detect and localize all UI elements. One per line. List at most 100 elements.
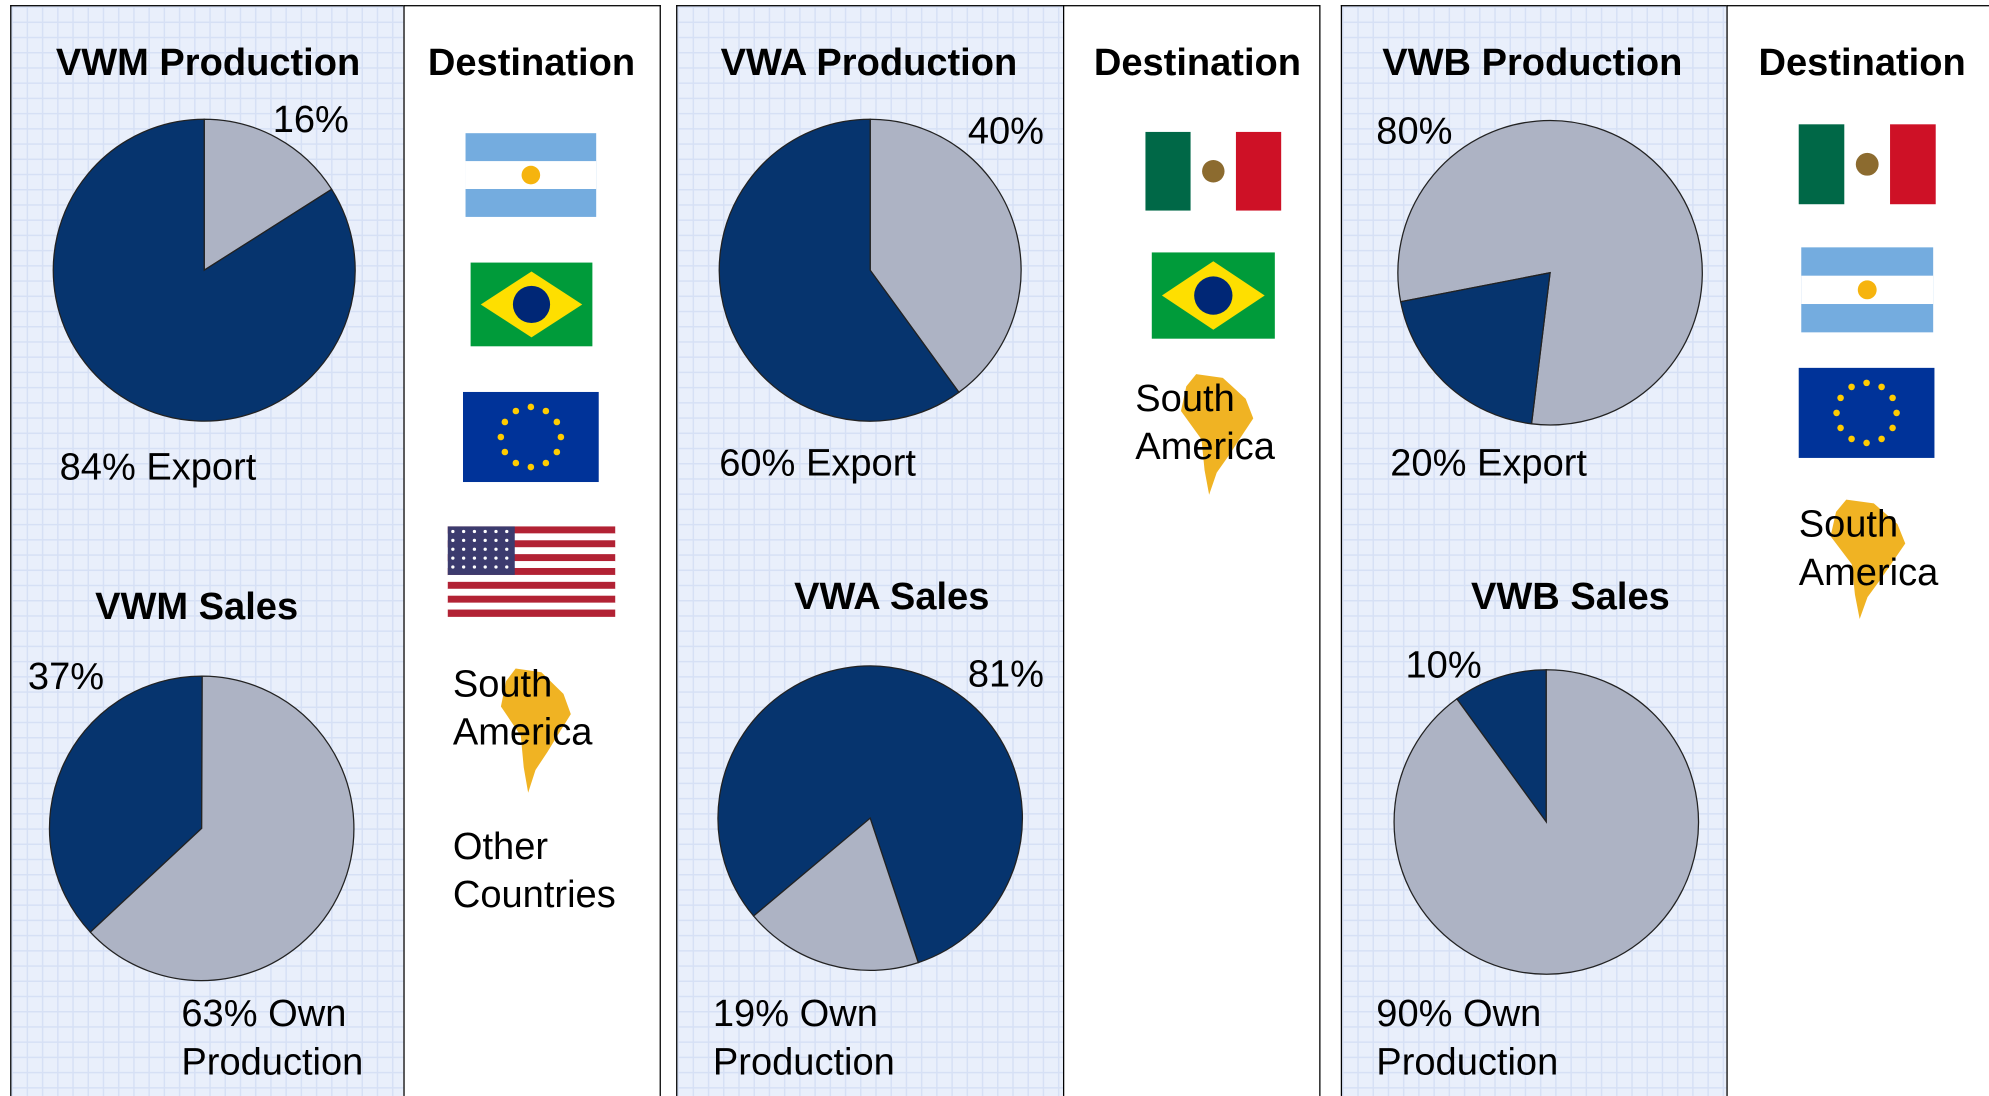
- value-label: 80%: [1376, 110, 1453, 153]
- value-label: 81%: [967, 653, 1045, 696]
- flag: [447, 602, 616, 610]
- flag: [557, 433, 565, 441]
- destination-label: South America: [452, 663, 593, 754]
- destination-title: Destination: [1093, 41, 1302, 84]
- flag: [447, 547, 616, 555]
- flag: [1837, 394, 1844, 402]
- value-label: 19% Own Production: [712, 993, 895, 1084]
- flag: [461, 547, 466, 551]
- flag: [1893, 409, 1900, 417]
- pie-slice: [1399, 271, 1551, 425]
- flag: [1863, 439, 1870, 447]
- flag: [542, 459, 550, 467]
- flag: [494, 547, 498, 551]
- flag: [494, 529, 498, 534]
- flag: [483, 547, 487, 551]
- south-america-map: [1180, 374, 1254, 495]
- flag: [461, 556, 466, 560]
- destination-title: Destination: [427, 41, 636, 84]
- pie-slice: [1455, 669, 1547, 824]
- flag: [505, 556, 509, 560]
- flag: [447, 554, 616, 562]
- flag: [447, 567, 616, 576]
- value-label: 90% Own Production: [1376, 993, 1559, 1084]
- flag: [1837, 424, 1844, 432]
- pie-slice: [718, 118, 960, 422]
- flag: [447, 540, 616, 548]
- pie-slice: [717, 665, 1023, 964]
- flag: [447, 574, 616, 583]
- flag: [1890, 124, 1936, 205]
- value-label: 84% Export: [59, 446, 257, 489]
- flag: [451, 538, 455, 543]
- flag: [512, 459, 520, 467]
- flag: [527, 403, 535, 411]
- flag: [483, 538, 487, 543]
- value-label: 63% Own Production: [181, 993, 364, 1084]
- flag: [1889, 394, 1896, 402]
- flag: [451, 529, 455, 534]
- flag: [447, 609, 616, 617]
- chart-title: VWA Production: [720, 41, 1018, 84]
- destination-label: South America: [1798, 503, 1939, 594]
- destination-title: Destination: [1758, 41, 1966, 84]
- pie-slice: [48, 675, 203, 934]
- flag: [501, 418, 509, 426]
- flag: [1848, 383, 1855, 391]
- flag: [483, 556, 487, 560]
- flag: [1194, 276, 1233, 315]
- flag: [1145, 131, 1191, 211]
- flag: [494, 538, 498, 543]
- flag: [461, 565, 466, 569]
- destination-label: Other Countries: [452, 825, 616, 916]
- flag: [1848, 435, 1855, 443]
- flag: [472, 556, 477, 560]
- value-label: 16%: [272, 98, 349, 141]
- flag: [451, 547, 455, 551]
- value-label: 10%: [1405, 644, 1482, 687]
- value-label: 20% Export: [1390, 442, 1587, 485]
- flag: [472, 538, 477, 543]
- pie-slice: [89, 675, 355, 982]
- flag: [512, 407, 520, 415]
- flag: [447, 561, 616, 569]
- flag: [472, 547, 477, 551]
- destination-label: South America: [1135, 378, 1275, 469]
- chart-title: VWB Production: [1382, 41, 1683, 84]
- flag: [483, 565, 487, 569]
- flag: [553, 418, 561, 426]
- flag: [1857, 280, 1877, 300]
- flag: [472, 529, 477, 534]
- flag: [472, 565, 477, 569]
- flag: [505, 565, 509, 569]
- flag: [447, 526, 616, 534]
- flag: [447, 533, 616, 541]
- chart-title: VWA Sales: [794, 575, 990, 618]
- flag: [1833, 409, 1840, 417]
- south-america-map: [500, 668, 571, 793]
- flag: [451, 556, 455, 560]
- pie-slice: [869, 118, 1022, 394]
- flag: [1863, 379, 1870, 387]
- pie-slice: [52, 118, 356, 422]
- flag: [1878, 383, 1885, 391]
- flag: [461, 538, 466, 543]
- flag: [447, 588, 616, 597]
- flag: [1855, 152, 1879, 176]
- pie-slice: [1397, 119, 1703, 426]
- flag: [483, 529, 487, 534]
- flag: [553, 448, 561, 456]
- chart-title: VWB Sales: [1470, 575, 1670, 618]
- flag: [1889, 424, 1896, 432]
- flag: [1878, 435, 1885, 443]
- pie-slice: [1393, 669, 1700, 975]
- flag: [527, 463, 535, 471]
- flag: [494, 556, 498, 560]
- flag: [521, 165, 541, 185]
- flag: [1235, 131, 1282, 211]
- chart-title: VWM Production: [55, 41, 361, 84]
- flag: [497, 433, 505, 441]
